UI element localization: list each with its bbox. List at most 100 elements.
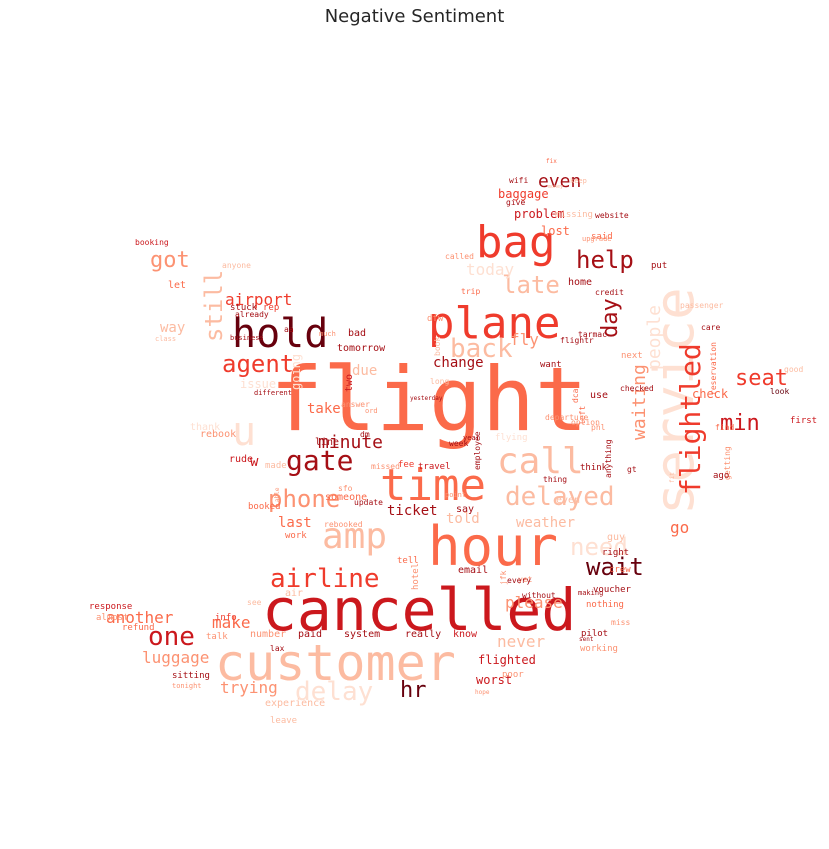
cloud-word-problem: problem <box>514 207 565 221</box>
cloud-word-going: going <box>289 354 303 390</box>
cloud-word-good: good <box>784 365 803 374</box>
cloud-word-delayed: delayed <box>505 482 615 512</box>
cloud-word-make: make <box>212 613 251 632</box>
cloud-word-two: two <box>344 374 355 392</box>
cloud-word-hope: hope <box>475 689 490 696</box>
cloud-word-upgrade: upgrade <box>582 235 612 243</box>
cloud-word-flying: flying <box>495 433 528 443</box>
cloud-word-different: different <box>254 389 292 397</box>
cloud-word-email: email <box>458 565 488 576</box>
cloud-word-ticket: ticket <box>387 503 438 519</box>
cloud-word-travel: travel <box>418 462 451 472</box>
cloud-word-change: change <box>433 355 484 371</box>
cloud-word-fit: fit <box>669 472 676 483</box>
cloud-word-nothing: nothing <box>586 600 624 610</box>
cloud-word-let: let <box>168 280 186 291</box>
cloud-word-week: week <box>449 439 468 448</box>
cloud-word-class: class <box>155 335 176 343</box>
cloud-word-refund: refund <box>122 623 155 633</box>
chart-title: Negative Sentiment <box>324 6 505 27</box>
cloud-word-rude: rude <box>229 454 253 465</box>
cloud-word-airport: airport <box>225 290 292 309</box>
cloud-word-late: late <box>502 271 560 299</box>
cloud-word-call: call <box>497 441 584 482</box>
cloud-word-cancelled: cancelled <box>262 576 576 644</box>
cloud-word-next: next <box>621 351 643 361</box>
cloud-word-year: year <box>463 434 480 442</box>
cloud-word-flightr: flightr <box>560 336 594 345</box>
cloud-word-jfk: jfk <box>499 570 508 585</box>
cloud-word-still: still <box>200 270 228 342</box>
cloud-word-point: point <box>445 491 466 499</box>
cloud-word-time: time <box>380 460 486 511</box>
cloud-word-please: please <box>505 593 563 612</box>
cloud-word-anything: anything <box>604 439 613 478</box>
cloud-word-made: made <box>265 461 287 471</box>
cloud-word-wifi: wifi <box>509 176 528 185</box>
cloud-word-getting: getting <box>723 446 732 480</box>
cloud-word-booking: booking <box>135 238 169 247</box>
cloud-word-put: put <box>651 261 667 271</box>
cloud-word-service: service <box>643 287 706 515</box>
cloud-word-fee: fee <box>398 460 414 470</box>
cloud-word-agent: agent <box>222 350 294 378</box>
cloud-word-almost: almost <box>96 613 129 623</box>
cloud-word-sent: sent <box>579 636 594 643</box>
cloud-word-lax: lax <box>270 644 285 653</box>
cloud-word-number: number <box>250 629 286 640</box>
cloud-word-without: without <box>522 591 556 600</box>
cloud-word-last: last <box>278 515 312 531</box>
cloud-word-air: air <box>285 588 303 599</box>
cloud-word-yet: yet <box>518 575 533 584</box>
cloud-word-weather: weather <box>516 515 575 531</box>
cloud-word-tell: tell <box>397 556 419 566</box>
cloud-word-stuck: stuck <box>230 303 258 313</box>
cloud-word-missed: missed <box>371 462 400 471</box>
cloud-word-look: look <box>770 387 789 396</box>
cloud-word-crew: crew <box>609 565 631 575</box>
cloud-word-waiting: waiting <box>629 364 650 440</box>
cloud-word-bag: bag <box>476 217 555 268</box>
cloud-word-seat: seat <box>735 366 788 391</box>
cloud-word-flight: flight <box>270 348 588 451</box>
cloud-word-tarmac: tarmac <box>578 330 607 339</box>
cloud-word-working: working <box>580 644 618 654</box>
cloud-word-see: see <box>247 598 262 607</box>
cloud-word-thank: thank <box>190 422 220 433</box>
cloud-word-dm: dm <box>360 430 370 439</box>
cloud-word-lost: lost <box>541 224 570 238</box>
cloud-word-wait: wait <box>586 553 644 581</box>
cloud-word-tomorrow: tomorrow <box>337 343 386 354</box>
cloud-word-back: back <box>450 334 513 364</box>
cloud-word-aa: aa <box>284 325 294 334</box>
cloud-word-left: left <box>578 406 587 425</box>
cloud-word-think: think <box>580 463 608 473</box>
cloud-word-min: min <box>720 411 760 436</box>
cloud-word-long: long <box>430 377 449 386</box>
cloud-word-bad: bad <box>348 328 366 339</box>
cloud-word-keep: keep <box>570 177 587 185</box>
cloud-word-missing: missing <box>555 210 593 220</box>
cloud-word-miss: miss <box>611 618 630 627</box>
cloud-word-issue: issue <box>240 377 276 391</box>
cloud-word-employee: employee <box>473 431 482 470</box>
cloud-word-even: even <box>538 171 581 192</box>
cloud-word-line: line <box>315 437 339 448</box>
cloud-word-voucher: voucher <box>593 585 632 595</box>
cloud-word-called: called <box>445 252 474 261</box>
cloud-word-thing: thing <box>543 475 567 484</box>
cloud-word-flightled: flightled <box>674 343 707 495</box>
cloud-word-home: home <box>568 277 592 288</box>
cloud-word-baggage: baggage <box>498 187 549 201</box>
cloud-word-really: really <box>405 629 441 640</box>
cloud-word-talk: talk <box>206 632 228 642</box>
cloud-word-due: due <box>352 363 377 379</box>
cloud-word-able: able <box>274 487 281 502</box>
cloud-word-go: go <box>670 518 689 537</box>
cloud-word-check: check <box>692 387 729 401</box>
cloud-word-poor: poor <box>502 670 524 680</box>
cloud-word-much: much <box>319 330 336 338</box>
cloud-word-gt: gt <box>627 465 637 474</box>
cloud-word-take: take <box>307 401 341 417</box>
cloud-word-use: use <box>590 390 608 401</box>
